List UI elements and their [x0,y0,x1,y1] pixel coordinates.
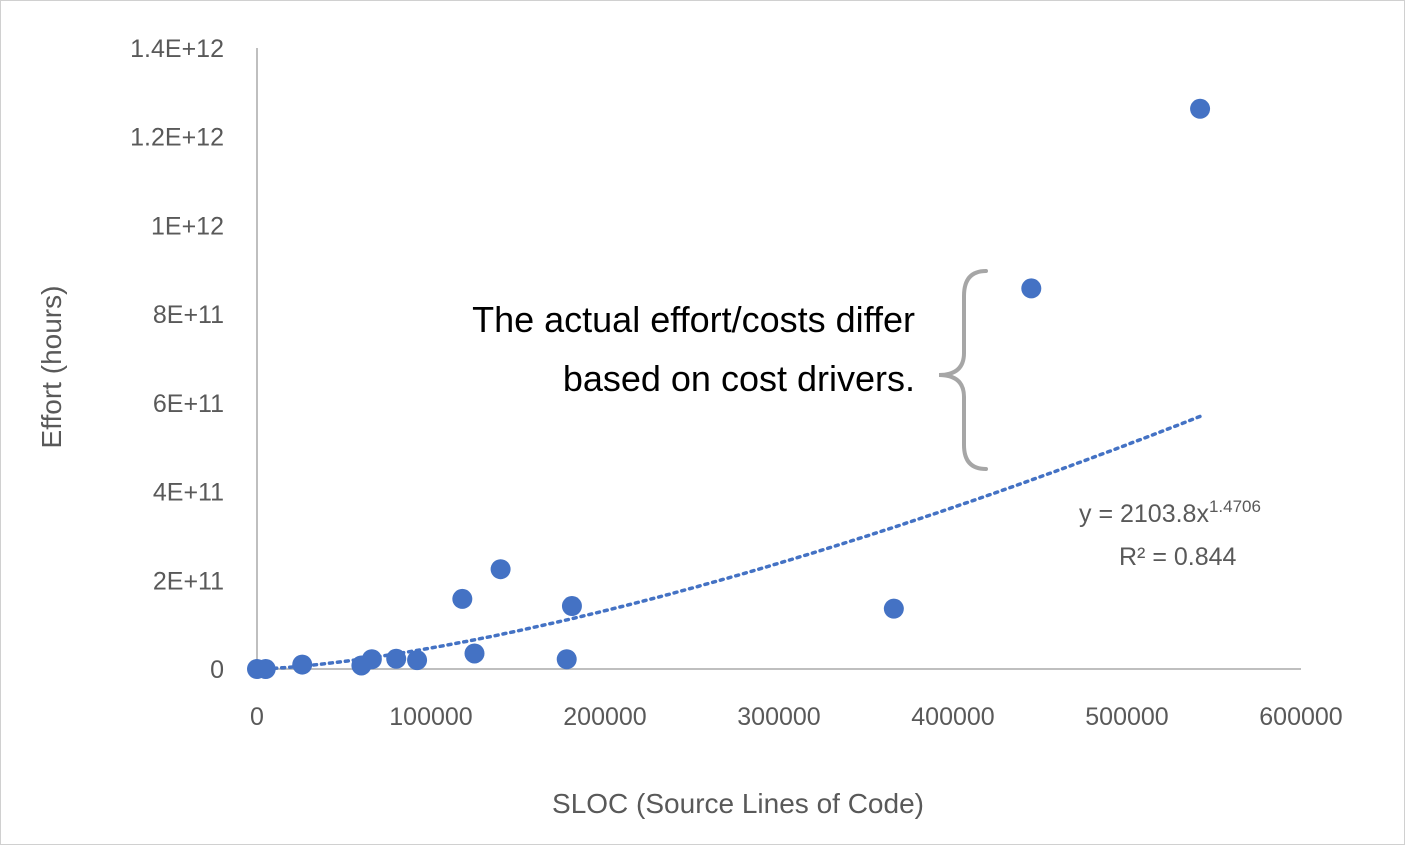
y-tick-label: 1E+12 [151,212,224,240]
y-tick-label: 0 [210,656,224,684]
annotation-line-2: based on cost drivers. [563,358,915,399]
data-point [490,559,511,580]
data-point [1190,98,1211,119]
trendline-equation-exponent: 1.4706 [1209,497,1261,516]
y-axis-tick-labels: 0 2E+11 4E+11 6E+11 8E+11 1E+12 1.2E+12 1.4E+12 [130,35,224,684]
data-point [386,648,407,669]
y-tick-label: 1.4E+12 [130,35,224,63]
data-points [247,98,1211,679]
x-tick-label: 100000 [389,703,472,731]
y-tick-label: 8E+11 [153,301,224,329]
data-point [407,650,428,671]
x-axis-tick-labels: 0 100000 200000 300000 400000 500000 600000 [250,703,1343,731]
y-tick-label: 2E+11 [153,567,224,595]
x-tick-label: 600000 [1259,703,1342,731]
annotation-brace [938,269,988,471]
data-point [1021,278,1042,299]
x-axis-title: SLOC (Source Lines of Code) [552,788,924,819]
data-point [452,588,473,609]
x-tick-label: 400000 [911,703,994,731]
data-point [361,649,382,670]
data-point [255,659,276,679]
trendline-equation: y = 2103.8x1.4706 [1079,497,1261,528]
r-squared-label: R² = 0.844 [1119,543,1237,571]
trendline-equation-base: y = 2103.8x [1079,500,1209,528]
y-tick-label: 1.2E+12 [130,124,224,152]
trendline [263,414,1202,671]
data-point [561,596,582,617]
x-tick-label: 500000 [1085,703,1168,731]
x-tick-label: 300000 [737,703,820,731]
y-tick-label: 4E+11 [153,479,224,507]
x-tick-label: 0 [250,703,264,731]
data-point [556,649,577,670]
data-point [292,654,313,675]
x-tick-label: 200000 [563,703,646,731]
data-point [464,643,485,664]
annotation-line-1: The actual effort/costs differ [472,299,915,340]
y-axis-title: Effort (hours) [36,286,67,449]
y-tick-label: 6E+11 [153,390,224,418]
data-point [883,598,904,619]
